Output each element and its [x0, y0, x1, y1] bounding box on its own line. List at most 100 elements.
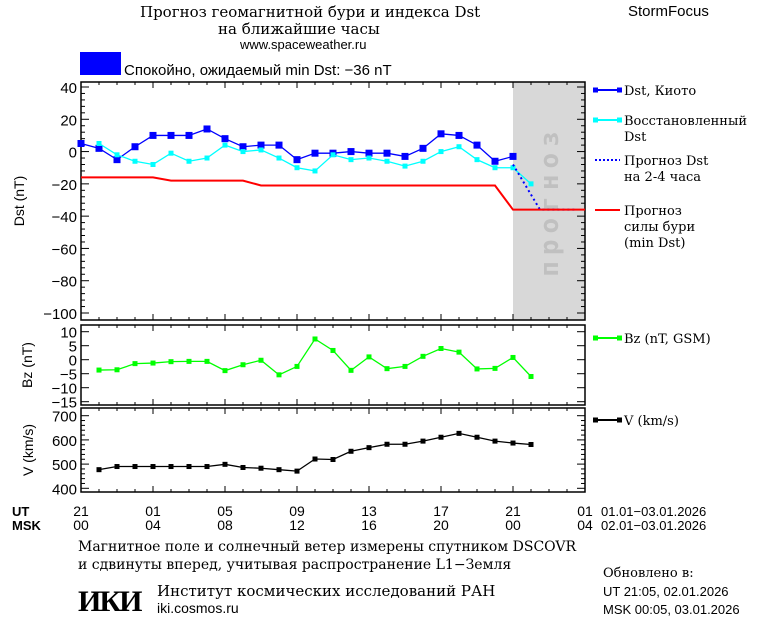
y-tick-label: 10 — [60, 325, 77, 342]
data-point — [276, 467, 282, 473]
data-point — [492, 438, 498, 444]
forecast-zone — [513, 82, 585, 320]
ut-tick-label: 01 — [577, 503, 593, 519]
data-point — [240, 464, 246, 470]
data-point — [492, 165, 498, 171]
data-point — [204, 155, 210, 161]
data-point — [150, 464, 156, 470]
legend-label-line: на 2-4 часа — [624, 170, 701, 185]
data-point — [348, 367, 354, 373]
series-line-0-1 — [98, 142, 532, 185]
data-point — [330, 152, 336, 158]
footer-note-line2: и сдвинуты вперед, учитывая распростране… — [78, 557, 512, 573]
data-point — [528, 441, 534, 447]
data-point — [186, 464, 192, 470]
data-point — [474, 366, 480, 372]
data-point — [222, 368, 228, 374]
data-point — [455, 131, 463, 139]
data-point — [240, 362, 246, 368]
y-tick-label: −20 — [52, 177, 77, 194]
y-tick-label: −60 — [52, 241, 77, 258]
data-point — [275, 141, 283, 149]
data-point — [365, 149, 373, 157]
data-point — [258, 147, 264, 153]
data-point — [419, 144, 427, 152]
data-point — [473, 141, 481, 149]
y-axis-label: V (km/s) — [20, 424, 36, 476]
ut-tick-label: 17 — [433, 503, 449, 519]
y-axis-label: Bz (nT) — [19, 342, 35, 388]
legend-label-line: Dst, Киото — [624, 84, 696, 99]
data-point — [150, 360, 156, 366]
data-point — [366, 445, 372, 451]
data-point — [186, 158, 192, 164]
updated-ut: UT 21:05, 02.01.2026 — [603, 584, 729, 599]
website-link[interactable]: www.spaceweather.ru — [240, 37, 367, 52]
brand-label: StormFocus — [628, 3, 709, 20]
data-point — [366, 354, 372, 360]
data-point — [420, 353, 426, 359]
ut-tick-label: 09 — [289, 503, 305, 519]
y-tick-label: −5 — [60, 367, 77, 384]
ut-tick-label: 21 — [73, 503, 89, 519]
y-tick-label: −15 — [52, 395, 77, 412]
data-point — [366, 155, 372, 161]
legend-label: Прогноз Dst на 2-4 часа — [624, 154, 709, 185]
series-line-2-0 — [98, 432, 532, 472]
data-point — [401, 152, 409, 160]
legend-label: Dst, Киото — [624, 84, 696, 99]
data-point — [113, 156, 121, 164]
plot-frame — [80, 407, 586, 493]
data-point — [384, 158, 390, 164]
institute-link[interactable]: iki.cosmos.ru — [157, 600, 239, 616]
data-point — [96, 141, 102, 146]
y-tick-label: 0 — [69, 145, 77, 162]
series-line-1-0 — [98, 338, 532, 377]
y-tick-label: −40 — [52, 209, 77, 226]
data-point — [312, 336, 318, 342]
data-point — [509, 152, 517, 160]
data-point — [185, 131, 193, 139]
data-point — [294, 468, 300, 474]
data-point — [150, 161, 156, 167]
legend-label: V (km/s) — [623, 414, 679, 429]
data-point — [402, 441, 408, 447]
data-point — [348, 448, 354, 454]
legend-marker — [593, 417, 598, 423]
institute-name: Институт космических исследований РАН — [157, 582, 496, 600]
data-point — [312, 456, 318, 462]
msk-tick-label: 16 — [361, 517, 377, 533]
data-point — [528, 181, 534, 187]
legend-marker — [593, 117, 598, 123]
y-tick-label: 0 — [69, 353, 77, 370]
chart-subtitle: на ближайшие часы — [218, 20, 380, 38]
y-tick-label: −80 — [52, 274, 77, 291]
data-point — [222, 142, 228, 148]
data-point — [132, 361, 138, 367]
data-point — [204, 358, 210, 364]
data-point — [437, 130, 445, 138]
footer-note-line1: Магнитное поле и солнечный ветер измерен… — [78, 539, 577, 555]
legend-marker — [617, 335, 622, 341]
data-point — [77, 140, 85, 147]
data-point — [312, 168, 318, 174]
data-point — [95, 144, 103, 152]
data-point — [239, 143, 247, 151]
updated-msk: MSK 00:05, 03.01.2026 — [603, 602, 740, 617]
y-tick-label: 5 — [69, 339, 77, 356]
data-point — [348, 157, 354, 163]
data-point — [222, 461, 228, 467]
y-tick-label: 700 — [52, 409, 77, 426]
data-point — [131, 143, 139, 151]
data-point — [402, 363, 408, 369]
legend-label-line: Восстановленный — [624, 114, 747, 129]
data-point — [420, 158, 426, 164]
data-point — [276, 372, 282, 378]
data-point — [168, 359, 174, 365]
data-point — [240, 149, 246, 155]
data-point — [276, 155, 282, 161]
legend-marker — [617, 417, 622, 423]
data-point — [456, 430, 462, 436]
data-point — [456, 349, 462, 355]
